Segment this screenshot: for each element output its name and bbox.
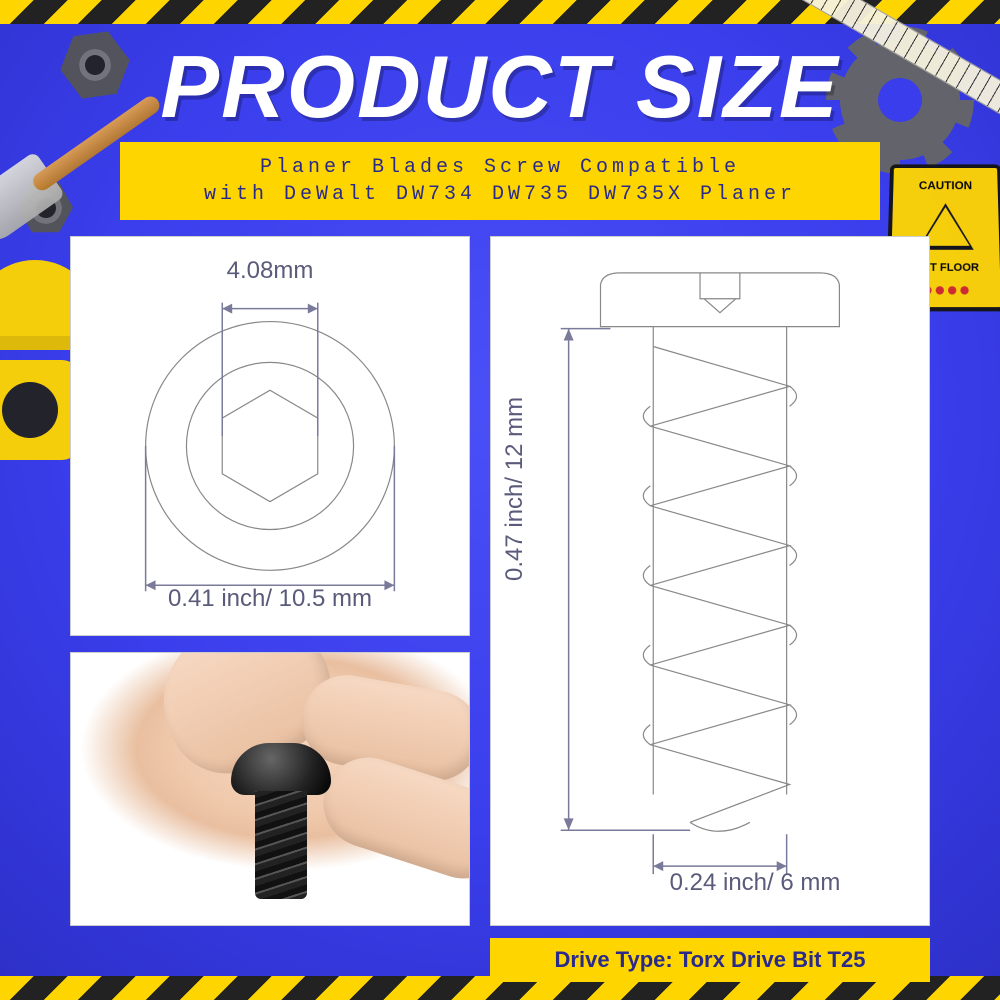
subtitle-line1: Planer Blades Screw Compatible [260, 156, 740, 179]
head-diameter-label: 0.41 inch/ 10.5 mm [71, 585, 469, 613]
screw-threads [255, 791, 307, 899]
drive-type-bar: Drive Type: Torx Drive Bit T25 [490, 938, 930, 982]
side-view-diagram [491, 237, 929, 924]
side-view-panel: 0.47 inch/ 12 mm 0.24 inch/ 6 mm [490, 236, 930, 926]
subtitle-line2: with DeWalt DW734 DW735 DW735X Planer [204, 183, 796, 206]
screw-head [231, 743, 331, 795]
caution-label: CAUTION [918, 179, 971, 192]
length-label: 0.47 inch/ 12 mm [501, 397, 529, 581]
shaft-diameter-label: 0.24 inch/ 6 mm [631, 869, 879, 897]
headline: PRODUCT SIZE [0, 36, 1000, 138]
top-view-panel: 4.08mm 0.41 inch/ 10.5 mm [70, 236, 470, 636]
photo-panel [70, 652, 470, 926]
subtitle-bar: Planer Blades Screw Compatible with DeWa… [120, 142, 880, 220]
tape-measure-icon [0, 360, 80, 460]
top-view-diagram [71, 237, 469, 635]
product-size-infographic: CAUTION WET FLOOR PRODUCT SIZE Planer Bl… [0, 0, 1000, 1000]
screw-photo [221, 743, 341, 903]
